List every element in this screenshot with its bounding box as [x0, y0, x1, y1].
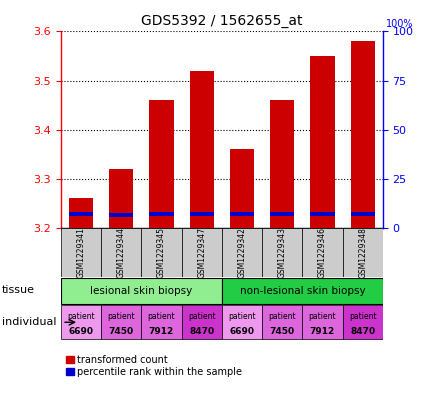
Text: 6690: 6690: [229, 327, 254, 336]
Text: 100%: 100%: [385, 18, 412, 29]
Text: patient: patient: [187, 312, 215, 321]
Text: lesional skin biopsy: lesional skin biopsy: [90, 286, 192, 296]
Bar: [230, 149, 253, 228]
Text: 7912: 7912: [148, 327, 174, 336]
Text: 8470: 8470: [189, 327, 214, 336]
FancyBboxPatch shape: [101, 305, 141, 339]
FancyBboxPatch shape: [61, 228, 101, 277]
Text: 6690: 6690: [69, 327, 93, 336]
Bar: [69, 198, 93, 228]
FancyBboxPatch shape: [221, 305, 261, 339]
Bar: [149, 212, 173, 216]
Text: 7450: 7450: [269, 327, 294, 336]
FancyBboxPatch shape: [61, 277, 221, 304]
Text: patient: patient: [227, 312, 255, 321]
FancyBboxPatch shape: [342, 305, 382, 339]
Bar: [230, 212, 253, 216]
Bar: [149, 100, 173, 228]
Bar: [109, 213, 133, 217]
Text: 7450: 7450: [108, 327, 134, 336]
Text: patient: patient: [308, 312, 335, 321]
Text: GSM1229344: GSM1229344: [116, 227, 125, 278]
FancyBboxPatch shape: [181, 305, 221, 339]
Text: patient: patient: [268, 312, 296, 321]
Bar: [350, 212, 374, 216]
Text: patient: patient: [147, 312, 175, 321]
Text: tissue: tissue: [2, 285, 35, 296]
FancyBboxPatch shape: [141, 228, 181, 277]
Bar: [350, 41, 374, 228]
FancyBboxPatch shape: [342, 228, 382, 277]
Text: non-lesional skin biopsy: non-lesional skin biopsy: [239, 286, 364, 296]
Text: GSM1229341: GSM1229341: [76, 227, 85, 278]
Bar: [310, 212, 334, 216]
Text: GSM1229343: GSM1229343: [277, 227, 286, 278]
FancyBboxPatch shape: [181, 228, 221, 277]
Text: 8470: 8470: [349, 327, 375, 336]
FancyBboxPatch shape: [61, 305, 101, 339]
FancyBboxPatch shape: [261, 305, 302, 339]
Text: GSM1229342: GSM1229342: [237, 227, 246, 278]
FancyBboxPatch shape: [141, 305, 181, 339]
Bar: [109, 169, 133, 228]
Text: GSM1229346: GSM1229346: [317, 227, 326, 278]
Text: individual: individual: [2, 317, 56, 327]
FancyBboxPatch shape: [302, 228, 342, 277]
Bar: [270, 212, 294, 216]
Text: 7912: 7912: [309, 327, 334, 336]
FancyBboxPatch shape: [221, 277, 382, 304]
FancyBboxPatch shape: [221, 228, 261, 277]
Text: patient: patient: [107, 312, 135, 321]
Text: GSM1229345: GSM1229345: [157, 227, 166, 278]
Text: GSM1229348: GSM1229348: [357, 227, 366, 278]
FancyBboxPatch shape: [302, 305, 342, 339]
Title: GDS5392 / 1562655_at: GDS5392 / 1562655_at: [141, 14, 302, 28]
Bar: [189, 212, 214, 216]
Bar: [310, 56, 334, 228]
Bar: [69, 212, 93, 216]
Bar: [270, 100, 294, 228]
Text: patient: patient: [67, 312, 95, 321]
FancyBboxPatch shape: [261, 228, 302, 277]
Bar: [189, 71, 214, 228]
FancyBboxPatch shape: [101, 228, 141, 277]
Legend: transformed count, percentile rank within the sample: transformed count, percentile rank withi…: [66, 354, 242, 376]
Text: GSM1229347: GSM1229347: [197, 227, 206, 278]
Text: patient: patient: [348, 312, 376, 321]
